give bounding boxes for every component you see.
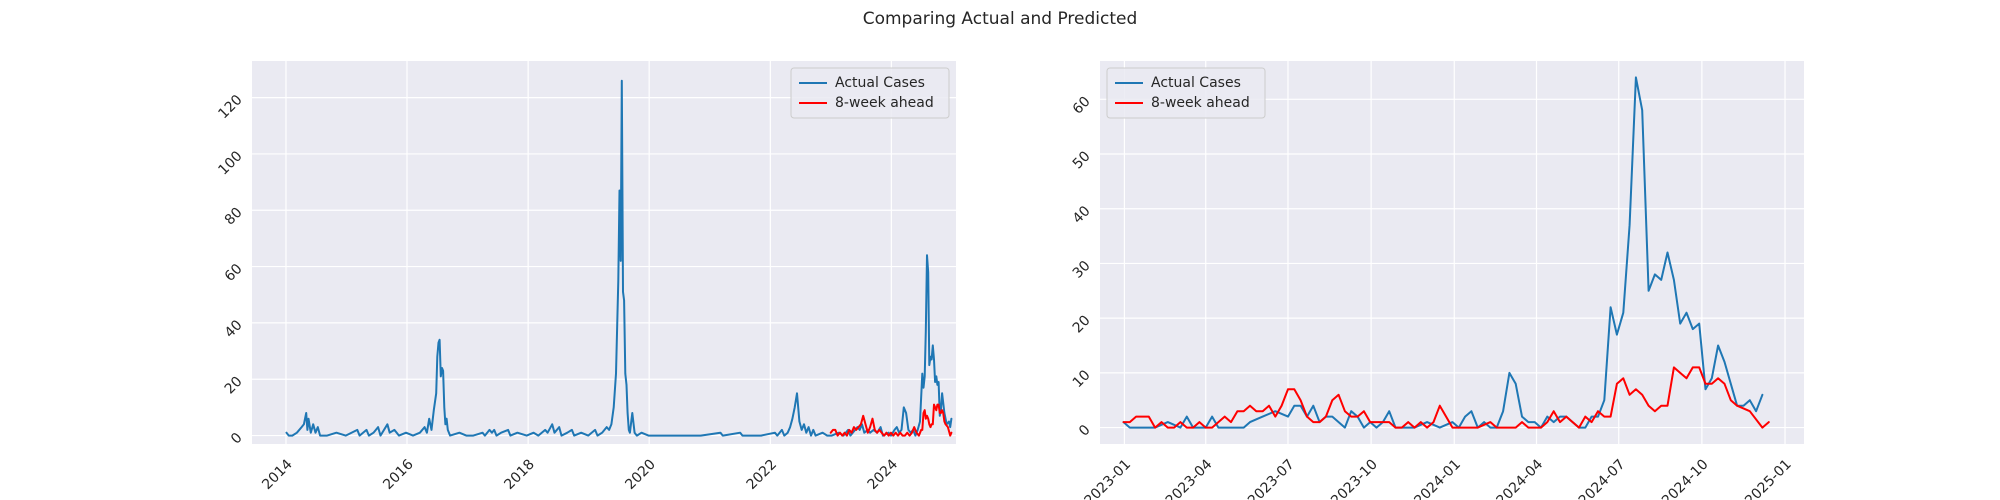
series-line-predicted: [1122, 366, 1770, 429]
legend-label: 8-week ahead: [835, 95, 934, 111]
x-tick-label: 2024-01: [1411, 456, 1464, 500]
x-tick-label: 2023-01: [1081, 456, 1134, 500]
x-tick-label: 2016: [380, 456, 417, 493]
x-tick-label: 2023-07: [1245, 456, 1298, 500]
x-tick-label: 2014: [259, 456, 296, 493]
x-tick-label: 2022: [744, 456, 781, 493]
y-tick-label: 120: [215, 92, 245, 122]
plot-area: [252, 61, 956, 444]
x-tick-label: 2024-10: [1659, 456, 1712, 500]
legend-box: [1106, 67, 1266, 119]
x-tick-label: 2020: [622, 456, 659, 493]
plot-area: [1100, 61, 1804, 444]
x-tick-label: 2023-10: [1328, 456, 1381, 500]
y-tick-label: 0: [228, 430, 246, 448]
y-tick-label: 80: [222, 205, 246, 229]
legend-label: Actual Cases: [1151, 75, 1241, 91]
y-tick-label: 0: [1076, 422, 1094, 440]
x-tick-label: 2024-04: [1494, 456, 1547, 500]
y-tick-label: 60: [222, 261, 246, 285]
y-tick-label: 50: [1070, 148, 1094, 172]
y-tick-label: 40: [1070, 203, 1094, 227]
legend-label: Actual Cases: [835, 75, 925, 91]
series-line-actual: [1122, 76, 1764, 429]
figure-title: Comparing Actual and Predicted: [863, 9, 1138, 29]
y-tick-label: 20: [222, 374, 246, 398]
y-tick-label: 100: [215, 148, 245, 178]
chart-recent-window: 2023-01 2023-04 2023-07 2023-10 2024-01 2024-…: [1070, 61, 1804, 500]
y-tick-label: 30: [1070, 258, 1094, 282]
x-tick-label: 2024-07: [1576, 456, 1629, 500]
x-tick-label: 2025-01: [1742, 456, 1795, 500]
y-tick-label: 60: [1070, 94, 1094, 118]
y-tick-label: 40: [222, 317, 246, 341]
series-line-predicted: [829, 403, 953, 437]
x-tick-label: 2024: [865, 456, 902, 493]
y-tick-label: 10: [1070, 367, 1094, 391]
y-tick-label: 20: [1070, 313, 1094, 337]
chart-full-history: 2014 2016 2018 2020 2022 2024 0 20 40 60 80 100 120 A…: [215, 61, 956, 493]
series-line-actual: [285, 79, 953, 437]
x-tick-label: 2023-04: [1163, 456, 1216, 500]
legend-label: 8-week ahead: [1151, 95, 1250, 111]
x-tick-label: 2018: [501, 456, 538, 493]
legend-box: [790, 67, 950, 119]
